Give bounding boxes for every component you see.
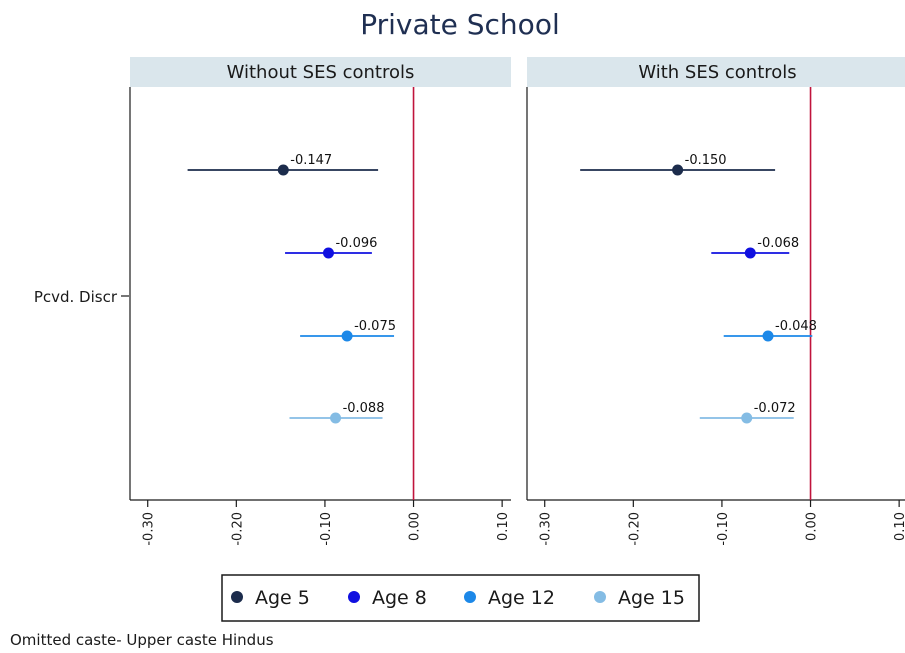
legend-label: Age 12 (488, 587, 555, 609)
x-tick-label: -0.30 (142, 512, 157, 546)
data-label: -0.075 (354, 319, 396, 334)
data-label: -0.088 (343, 401, 385, 416)
data-label: -0.048 (775, 319, 817, 334)
panels-group: Without SES controls -0.30 -0.20 -0.10 0.00 0… (129, 57, 905, 546)
x-tick-label: -0.20 (627, 512, 642, 546)
x-tick-label: 0.00 (408, 512, 423, 541)
panel-title: With SES controls (638, 62, 796, 83)
x-tick-label: 0.10 (496, 512, 511, 541)
chart-title: Private School (360, 8, 559, 41)
legend-box (221, 574, 700, 622)
panel-title: Without SES controls (227, 62, 415, 83)
legend-label: Age 15 (618, 587, 685, 609)
x-tick-label: 0.10 (893, 512, 905, 541)
point-estimate (741, 412, 753, 424)
x-tick-label: -0.10 (319, 512, 334, 546)
panel-2: With SES controls -0.30 -0.20 -0.10 0.00 0.10… (526, 57, 905, 546)
y-category-label: Pcvd. Discr (34, 288, 118, 306)
footnote: Omitted caste- Upper caste Hindus (10, 631, 274, 649)
data-label: -0.072 (754, 401, 796, 416)
point-estimate (277, 164, 289, 176)
legend-marker (231, 591, 243, 603)
data-label: -0.096 (335, 236, 377, 251)
data-label: -0.150 (685, 153, 727, 168)
point-estimate (672, 164, 684, 176)
data-label: -0.147 (290, 153, 332, 168)
legend-marker (594, 591, 606, 603)
point-estimate (322, 247, 334, 259)
legend-label: Age 8 (372, 587, 427, 609)
point-estimate (762, 330, 774, 342)
data-label: -0.068 (757, 236, 799, 251)
panel-title-strip (130, 57, 511, 87)
x-tick-label: -0.30 (539, 512, 554, 546)
legend-label: Age 5 (255, 587, 310, 609)
point-estimate (341, 330, 353, 342)
point-estimate (744, 247, 756, 259)
legend-marker (464, 591, 476, 603)
legend-marker (348, 591, 360, 603)
panel-1: Without SES controls -0.30 -0.20 -0.10 0.00 0… (129, 57, 511, 546)
legend: Age 5 Age 8 Age 12 Age 15 (221, 574, 700, 622)
point-estimate (330, 412, 342, 424)
x-tick-label: 0.00 (805, 512, 820, 541)
panel-title-strip (527, 57, 905, 87)
x-tick-label: -0.20 (230, 512, 245, 546)
x-tick-label: -0.10 (716, 512, 731, 546)
